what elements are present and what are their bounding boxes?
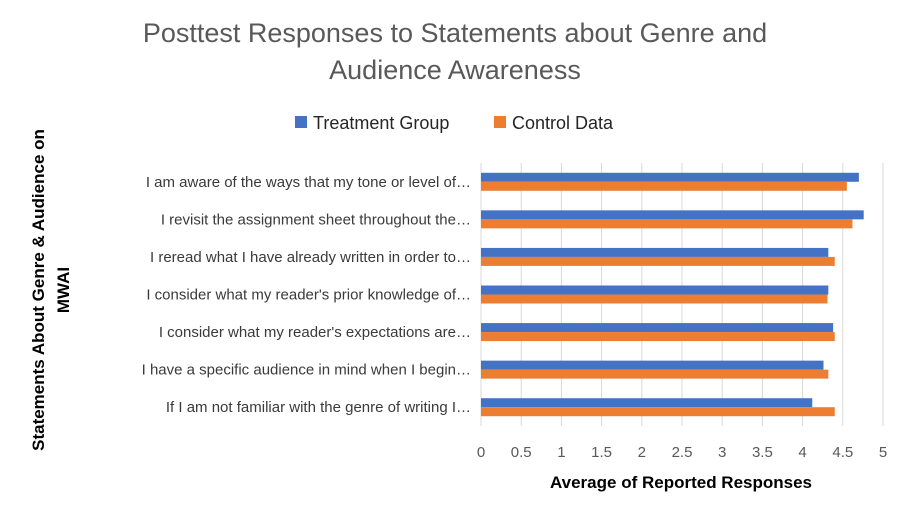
bar-treatment xyxy=(481,360,824,370)
y-axis-title-line-2: MWAI xyxy=(54,267,73,313)
bar-control xyxy=(481,369,829,379)
x-tick-label: 2.5 xyxy=(672,444,693,461)
x-tick-label: 4.5 xyxy=(832,444,853,461)
bar-control xyxy=(481,181,847,191)
x-tick-label: 2 xyxy=(638,444,646,461)
bar-treatment xyxy=(481,247,829,257)
bar-control xyxy=(481,256,835,266)
y-axis-title: Statements About Genre & Audience on MWA… xyxy=(29,129,73,451)
category-label: I consider what my reader's prior knowle… xyxy=(146,287,471,304)
bar-control xyxy=(481,407,835,417)
chart-title-line-1: Posttest Responses to Statements about G… xyxy=(143,18,767,48)
legend-swatch-control xyxy=(494,116,506,128)
category-label: I consider what my reader's expectations… xyxy=(159,324,471,341)
x-tick-label: 0 xyxy=(477,444,485,461)
legend-swatch-treatment xyxy=(295,116,307,128)
x-tick-label: 3.5 xyxy=(752,444,773,461)
chart-title-line-2: Audience Awareness xyxy=(329,55,581,85)
x-axis-title: Average of Reported Responses xyxy=(550,473,812,492)
bar-control xyxy=(481,294,828,304)
category-label: I reread what I have already written in … xyxy=(150,249,471,266)
legend-label-treatment: Treatment Group xyxy=(313,113,449,133)
bar-treatment xyxy=(481,210,864,220)
category-label: If I am not familiar with the genre of w… xyxy=(166,399,471,416)
x-tick-label: 1 xyxy=(557,444,565,461)
x-tick-label: 3 xyxy=(718,444,726,461)
x-tick-label: 4 xyxy=(798,444,806,461)
category-label: I have a specific audience in mind when … xyxy=(142,362,471,379)
bar-treatment xyxy=(481,285,829,295)
x-tick-label: 0.5 xyxy=(511,444,532,461)
category-label: I revisit the assignment sheet throughou… xyxy=(161,211,471,228)
y-axis-title-line-1: Statements About Genre & Audience on xyxy=(29,129,48,451)
legend: Treatment Group Control Data xyxy=(295,113,614,133)
bar-treatment xyxy=(481,398,813,408)
x-tick-label: 1.5 xyxy=(591,444,612,461)
bar-control xyxy=(481,219,853,229)
bar-treatment xyxy=(481,323,834,333)
bar-treatment xyxy=(481,172,859,182)
x-tick-label: 5 xyxy=(879,444,887,461)
category-label: I am aware of the ways that my tone or l… xyxy=(146,174,471,191)
legend-label-control: Control Data xyxy=(512,113,614,133)
plot-area: 0 0.5 1 1.5 2 2.5 3 3.5 4 4.5 5 I am aware of the w… xyxy=(142,163,887,461)
bar-control xyxy=(481,332,835,342)
